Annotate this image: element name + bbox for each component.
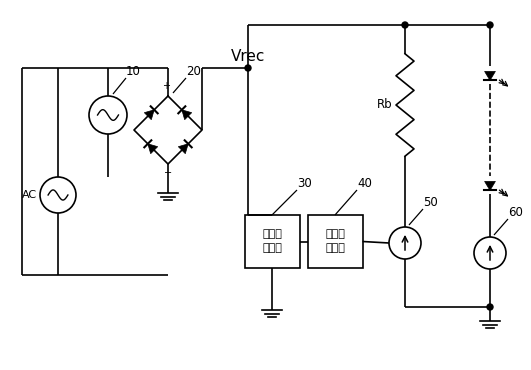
Text: 50: 50 <box>423 196 438 209</box>
Text: 电压检
测模块: 电压检 测模块 <box>262 229 282 253</box>
Circle shape <box>245 65 251 71</box>
Text: 40: 40 <box>357 177 372 190</box>
Text: 30: 30 <box>297 177 312 190</box>
Polygon shape <box>144 110 154 120</box>
Polygon shape <box>485 71 495 80</box>
Text: AC: AC <box>22 190 37 200</box>
Polygon shape <box>182 110 192 120</box>
Circle shape <box>487 22 493 28</box>
Text: 60: 60 <box>508 206 523 219</box>
Text: 电流控
制模块: 电流控 制模块 <box>325 229 345 253</box>
Polygon shape <box>148 144 158 154</box>
Text: +: + <box>162 81 170 91</box>
Circle shape <box>487 304 493 310</box>
Text: 10: 10 <box>126 65 141 78</box>
Text: 20: 20 <box>186 65 201 78</box>
Text: −: − <box>164 168 172 178</box>
Polygon shape <box>178 144 188 154</box>
Polygon shape <box>485 181 495 191</box>
Text: Rb: Rb <box>376 98 392 111</box>
Text: Vrec: Vrec <box>231 49 265 64</box>
Circle shape <box>402 22 408 28</box>
